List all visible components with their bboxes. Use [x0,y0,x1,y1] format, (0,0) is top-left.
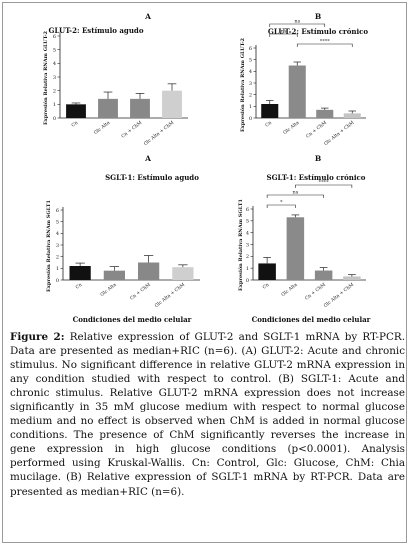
x-tick-label: Glc Alta [280,282,299,298]
panel-letter: A [144,154,151,163]
y-axis-label: Expresión Relativa RNAm GLUT-2 [42,30,49,125]
chart-title: GLUT-2: Estímulo crónico [268,27,369,36]
x-axis-label-right: Condiciones del medio celular [252,315,371,324]
figure-frame [2,2,407,543]
caption-text: Relative expression of GLUT-2 and SGLT-1… [10,331,405,498]
bar [66,104,86,118]
bar [288,65,306,118]
chart-panel-2: B GLUT-2: Estímulo crónico Expresión Relat… [239,12,368,147]
y-tick-label: 2 [53,88,56,94]
y-tick-label: 3 [246,242,249,248]
bar [261,104,279,118]
y-tick-label: 1 [53,102,56,108]
significance-label: ns [294,19,300,25]
y-tick-label: 0 [53,116,56,122]
panel-letter: B [315,154,321,163]
x-tick-label: Cn + ChM [305,120,328,140]
y-tick-label: 2 [249,92,252,98]
chart-title: GLUT-2: Estímulo agudo [49,26,144,35]
significance-label: **** [319,180,330,186]
significance-bracket [266,194,324,198]
x-axis-label-left: Condiciones del medio celular [73,315,192,324]
y-tick-label: 1 [56,266,59,272]
significance-label: * [280,200,283,206]
y-tick-label: 6 [249,46,252,52]
y-axis-label: Expresión Relativa RNAm GLUT-2 [239,37,246,132]
x-tick-label: Glc Alta [93,120,112,136]
y-tick-label: 4 [53,61,56,67]
y-tick-label: 5 [53,47,56,53]
y-tick-label: 6 [246,207,249,213]
bar [314,270,333,280]
significance-label: ns [281,29,287,35]
bar [172,267,194,280]
y-tick-label: 5 [246,219,249,225]
y-tick-label: 2 [56,254,59,260]
bar [258,263,276,280]
x-tick-label: Cn + ChM [129,282,152,302]
bar [162,90,182,118]
bar [343,276,361,280]
y-tick-label: 5 [56,219,59,225]
x-tick-label: Glc Alta [99,282,118,298]
bar [343,113,361,118]
y-axis-label: Expresión Relativa RNAm SGLT1 [45,200,52,292]
y-tick-label: 2 [246,254,249,260]
y-axis-label: Expresión Relativa RNAm SGLT1 [237,199,244,291]
chart-title: SGLT-1: Estímulo crónico [267,173,366,182]
y-tick-label: 4 [246,230,249,236]
significance-bracket [266,204,296,208]
x-tick-label: Cn + ChM [120,120,143,140]
x-tick-label: Glc Alta + ChM [323,120,356,147]
significance-bracket [269,33,298,37]
y-tick-label: 5 [249,57,252,63]
bar [138,262,160,280]
y-tick-label: 0 [246,278,249,284]
significance-bracket [295,184,353,188]
x-tick-label: Cn [262,282,271,291]
bar [69,266,91,280]
panel-letter: A [144,12,151,21]
x-tick-label: Glc Alta + ChM [323,282,356,309]
significance-bracket [296,43,353,47]
caption-label: Figure 2: [10,331,65,343]
bar [103,270,125,280]
bar [130,98,150,118]
panel-letter: B [315,12,321,21]
y-tick-label: 0 [249,116,252,122]
y-tick-label: 3 [249,81,252,87]
y-tick-label: 1 [246,266,249,272]
x-tick-label: Cn + ChM [304,282,327,302]
y-tick-label: 3 [56,243,59,249]
chart-panel-3: A SGLT-1: Estímulo agudo Expresión Relativ… [45,154,200,309]
y-tick-label: 0 [56,278,59,284]
chart-panel-4: B SGLT-1: Estímulo crónico Expresión Relat… [237,154,366,309]
y-tick-label: 1 [249,104,252,110]
bar [286,217,305,280]
x-tick-label: Cn [70,120,79,129]
y-tick-label: 6 [53,34,56,40]
significance-label: ns [292,190,298,196]
y-tick-label: 3 [53,75,56,81]
chart-title: SGLT-1: Estímulo agudo [105,173,199,182]
y-tick-label: 4 [56,231,59,237]
bar [98,98,118,118]
y-tick-label: 6 [56,208,59,214]
y-tick-label: 4 [249,69,252,75]
x-tick-label: Cn [264,120,273,129]
x-tick-label: Glc Alta [282,120,301,136]
x-tick-label: Cn [75,282,84,291]
figure-caption: Figure 2: Relative expression of GLUT-2 … [10,330,405,499]
x-tick-label: Glc Alta + ChM [154,282,187,309]
x-tick-label: Glc Alta + ChM [143,120,176,147]
significance-label: **** [320,39,331,45]
significance-bracket [269,23,326,27]
bar [316,109,334,118]
